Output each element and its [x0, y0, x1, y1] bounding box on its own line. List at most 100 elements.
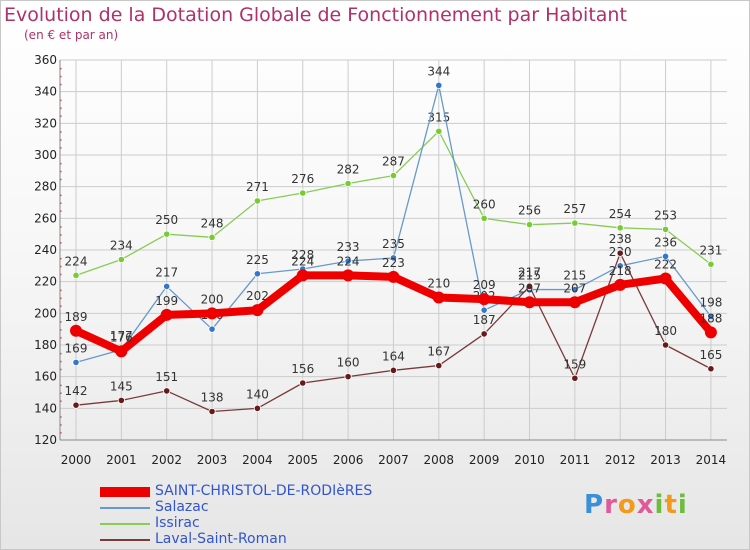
data-point-laval-saint-roman [117, 396, 125, 405]
legend-swatch [100, 539, 150, 541]
data-label-laval-saint-roman: 164 [382, 349, 405, 363]
data-point-salazac [344, 257, 352, 265]
data-label-issirac: 231 [699, 243, 722, 257]
y-minor-tick [60, 178, 62, 181]
x-tick-label: 2006 [333, 453, 364, 467]
proxiti-logo: Proxiti [584, 490, 688, 520]
legend-label: Laval-Saint-Roman [155, 531, 287, 547]
data-label-laval-saint-roman: 142 [65, 384, 88, 398]
data-point-issirac [707, 260, 715, 268]
data-point-issirac [571, 219, 579, 227]
data-label-salazac: 215 [518, 269, 541, 283]
y-minor-tick [60, 400, 62, 402]
y-minor-tick [60, 234, 62, 236]
y-minor-tick [60, 424, 62, 426]
data-point-salazac [389, 254, 398, 262]
data-point-issirac [435, 127, 443, 135]
data-point-saint-christol-de-rodi-res [206, 307, 219, 320]
data-label-salazac: 215 [563, 269, 586, 283]
data-label-laval-saint-roman: 160 [337, 356, 360, 370]
data-point-laval-saint-roman [163, 387, 171, 395]
y-minor-tick [60, 75, 62, 78]
data-label-saint-christol-de-rodi-res: 199 [155, 294, 178, 308]
data-label-saint-christol-de-rodi-res: 176 [110, 330, 133, 344]
y-minor-tick [60, 432, 62, 434]
data-point-laval-saint-roman [299, 379, 307, 387]
x-tick-label: 2014 [696, 453, 727, 467]
data-point-issirac [661, 225, 670, 234]
data-point-salazac [571, 285, 579, 294]
data-label-saint-christol-de-rodi-res: 209 [473, 278, 496, 292]
data-label-issirac: 257 [563, 202, 586, 216]
data-point-laval-saint-roman [208, 407, 216, 416]
y-tick-label: 220 [34, 275, 57, 289]
data-point-issirac [616, 224, 624, 232]
data-label-laval-saint-roman: 159 [563, 357, 586, 371]
data-label-saint-christol-de-rodi-res: 188 [699, 311, 722, 325]
data-point-laval-saint-roman [707, 365, 715, 373]
data-point-laval-saint-roman [525, 282, 534, 291]
data-point-salazac [163, 282, 171, 291]
y-tick-label: 320 [34, 116, 57, 130]
data-label-salazac: 217 [155, 265, 178, 279]
data-point-laval-saint-roman [661, 341, 670, 349]
data-point-laval-saint-roman [480, 330, 488, 338]
data-point-issirac [299, 189, 307, 197]
y-minor-tick [60, 368, 62, 371]
data-label-issirac: 250 [155, 213, 178, 227]
data-label-salazac: 344 [427, 64, 450, 78]
data-point-salazac [208, 325, 216, 333]
line-chart: 120 140 160 180 200 220 240 260 280 300 320 340 360 2… [34, 53, 727, 467]
data-point-saint-christol-de-rodi-res [387, 270, 400, 283]
y-minor-tick [60, 273, 62, 276]
y-minor-tick [60, 416, 62, 418]
data-label-laval-saint-roman: 140 [246, 387, 269, 401]
data-point-salazac [480, 306, 488, 314]
y-minor-tick [60, 99, 62, 102]
data-label-issirac: 234 [110, 239, 133, 253]
data-label-issirac: 256 [518, 204, 541, 218]
data-label-laval-saint-roman: 217 [518, 265, 541, 279]
data-point-salazac [435, 81, 443, 89]
x-tick-label: 2003 [197, 453, 228, 467]
data-label-salazac: 233 [337, 240, 360, 254]
legend-swatch [100, 487, 150, 497]
chart-subtitle: (en € et par an) [24, 28, 119, 42]
y-minor-tick [60, 139, 62, 141]
data-point-issirac [72, 271, 80, 279]
y-tick-label: 340 [34, 85, 57, 99]
data-label-issirac: 248 [201, 216, 224, 230]
x-tick-label: 2004 [242, 453, 273, 467]
data-point-issirac [525, 221, 534, 229]
x-tick-label: 2002 [151, 453, 182, 467]
data-label-salazac: 225 [246, 253, 269, 267]
data-label-laval-saint-roman: 151 [155, 370, 178, 384]
data-point-laval-saint-roman [72, 401, 80, 409]
y-tick-label: 200 [34, 306, 57, 320]
x-tick-label: 2001 [106, 453, 137, 467]
y-minor-tick [60, 289, 62, 292]
data-point-laval-saint-roman [435, 361, 443, 370]
data-label-issirac: 254 [609, 207, 632, 221]
x-tick-label: 2008 [424, 453, 455, 467]
data-point-saint-christol-de-rodi-res [251, 304, 264, 317]
data-label-salazac: 198 [699, 296, 722, 310]
x-tick-label: 2009 [469, 453, 500, 467]
data-point-laval-saint-roman [571, 374, 579, 382]
data-label-saint-christol-de-rodi-res: 200 [201, 292, 224, 306]
y-minor-tick [60, 67, 62, 70]
data-label-saint-christol-de-rodi-res: 207 [518, 281, 541, 295]
y-minor-tick [60, 107, 62, 109]
y-tick-label: 240 [34, 243, 57, 257]
data-point-saint-christol-de-rodi-res [115, 345, 128, 358]
data-label-saint-christol-de-rodi-res: 202 [246, 289, 269, 303]
legend-label: Salazac [155, 499, 209, 515]
x-tick-label: 2012 [605, 453, 636, 467]
data-label-laval-saint-roman: 187 [473, 313, 496, 327]
data-label-saint-christol-de-rodi-res: 210 [427, 277, 450, 291]
data-point-laval-saint-roman [344, 373, 352, 381]
data-point-laval-saint-roman [253, 404, 261, 412]
y-minor-tick [60, 194, 62, 197]
y-minor-tick [60, 226, 62, 228]
data-label-issirac: 282 [337, 163, 360, 177]
